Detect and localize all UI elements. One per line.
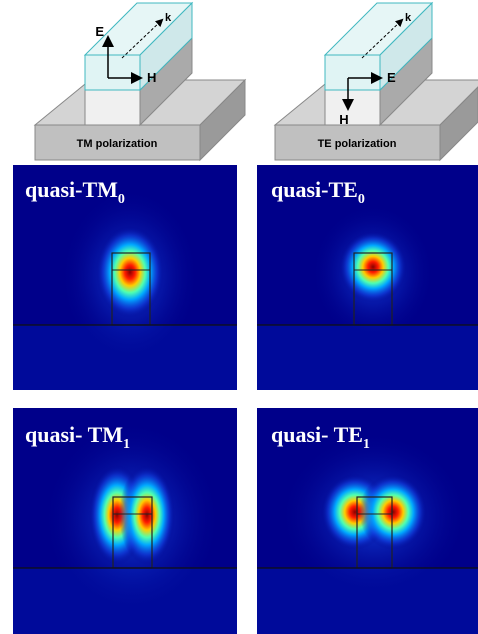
- mode-panel: quasi- TE1: [257, 408, 478, 634]
- h-label: H: [147, 70, 156, 85]
- mode-panel: quasi-TM0: [13, 165, 237, 390]
- e-label: E: [387, 70, 396, 85]
- h-label: H: [339, 112, 348, 127]
- te-diagram: E H k TE polarization: [275, 3, 478, 160]
- figure: E H k TM polarization E H k TE polarizat…: [0, 0, 478, 634]
- caption: TM polarization: [77, 138, 158, 150]
- caption: TE polarization: [318, 138, 397, 150]
- mode-panel: quasi- TM1: [13, 408, 237, 634]
- k-label: k: [165, 12, 172, 24]
- tm-diagram: E H k TM polarization: [35, 3, 245, 160]
- mode-panel: quasi-TE0: [257, 165, 478, 390]
- e-label: E: [95, 24, 104, 39]
- k-label: k: [405, 12, 412, 24]
